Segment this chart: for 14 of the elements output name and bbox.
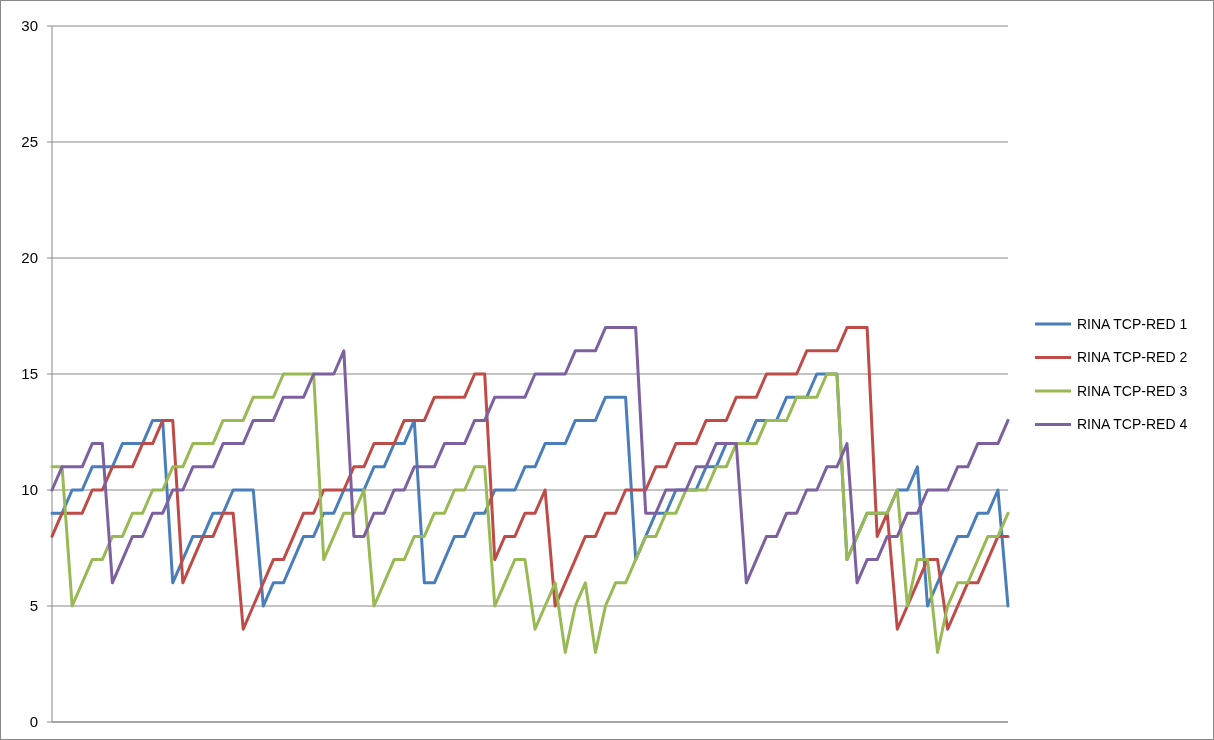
- line-series: [50, 326, 1010, 631]
- legend-label: RINA TCP-RED 1: [1077, 315, 1188, 332]
- legend-label: RINA TCP-RED 2: [1077, 349, 1188, 366]
- y-tick-label: 15: [21, 365, 38, 383]
- y-tick-label: 25: [21, 133, 38, 151]
- y-tick-label: 10: [21, 481, 38, 499]
- y-tick-label: 0: [29, 713, 38, 731]
- legend-label: RINA TCP-RED 4: [1077, 416, 1188, 433]
- y-tick-label: 20: [21, 249, 38, 267]
- line-series: [50, 372, 1010, 654]
- legend-label: RINA TCP-RED 3: [1077, 382, 1188, 399]
- line-series: [50, 326, 1010, 585]
- y-tick-label: 30: [21, 17, 38, 35]
- y-tick-label: 5: [29, 597, 38, 615]
